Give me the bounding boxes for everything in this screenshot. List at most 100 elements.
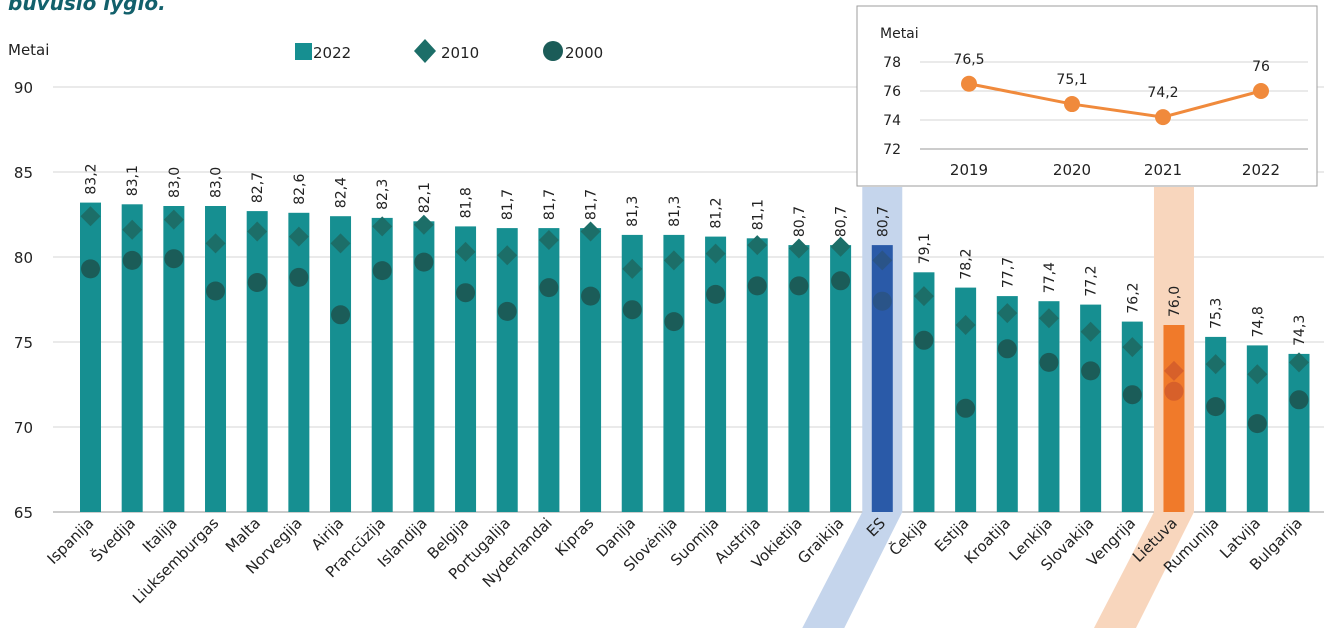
marker-2000-prancuzija [372,261,392,281]
data-label-2022: 74,3 [1292,315,1308,346]
marker-2000-svedija [122,250,142,270]
marker-2000-belgija [456,283,476,303]
legend-circle-icon [543,41,563,61]
inset-data-label: 76,5 [953,52,984,68]
marker-2000-portugalija [497,301,517,321]
marker-2000-nyderlandai [539,278,559,298]
marker-2010-vokietija [788,238,809,259]
bar-2022-liuksemburgas [205,206,227,512]
data-label-2022: 76,2 [1125,282,1141,313]
inset-data-label: 76 [1252,59,1270,75]
marker-2000-islandija [414,252,434,272]
data-label-2022: 82,1 [417,182,433,213]
marker-2000-rumunija [1206,397,1226,417]
marker-2000-suomija [706,284,726,304]
data-label-2022: 82,7 [250,172,266,203]
y-tick-label: 80 [14,249,33,267]
inset-point [1155,109,1171,126]
marker-2010-slovenija [663,250,684,271]
marker-2000-graikija [831,271,851,291]
marker-2000-liuksemburgas [206,281,226,301]
bar-2022-svedija [121,204,143,513]
x-tick-label: Kroatija [961,514,1014,567]
marker-2000-malta [247,273,267,292]
marker-2010-prancuzija [372,216,393,237]
bar-2022-lenkija [1038,301,1060,512]
marker-2000-italija [164,249,184,269]
marker-2010-kroatija [997,303,1018,324]
bar-2022-cekija [913,272,935,512]
inset-x-tick-label: 2019 [950,161,988,179]
marker-2000-slovenija [664,312,684,332]
marker-2010-lenkija [1038,308,1059,329]
marker-2010-austrija [747,235,768,256]
inset-y-tick-label: 76 [883,84,901,100]
marker-2010-portugalija [497,245,518,266]
bar-2022-islandija [413,221,435,513]
marker-2010-italija [163,209,184,230]
marker-2010-rumunija [1205,354,1226,375]
marker-2010-svedija [122,219,143,240]
marker-2010-islandija [413,214,434,235]
data-label-2022: 82,4 [334,177,350,208]
bar-2022-kroatija [996,296,1018,512]
marker-2000-danija [622,300,642,320]
data-label-2022: 83,2 [84,163,100,194]
marker-2000-kroatija [997,339,1017,359]
bar-2022-graikija [830,245,852,512]
marker-2010-estija [955,315,976,335]
inset-line-chart: 72 74 76 78 Metai 76,5 2019 75,1 2020 74,2 2021 76 2… [856,5,1318,187]
data-label-2022: 74,8 [1250,306,1266,337]
marker-2010-belgija [455,241,476,262]
y-tick-label: 90 [14,79,33,97]
bar-2022-malta [246,211,268,512]
data-label-2022: 83,1 [125,165,141,196]
data-label-2022: 82,6 [292,174,308,205]
marker-2010-es [872,250,893,271]
x-tick-label: Švedija [87,513,139,565]
y-tick-label: 70 [14,419,33,437]
marker-2000-ispanija [81,259,101,279]
data-label-2022: 83,0 [167,167,183,198]
marker-2010-norvegija [288,226,309,247]
inset-y-tick-label: 74 [883,113,901,129]
data-label-2022: 81,3 [667,196,683,227]
inset-point [1253,83,1269,99]
bar-2022-airija [330,216,352,512]
data-label-2022: 81,3 [625,196,641,227]
bar-2022-vengrija [1121,321,1143,512]
chart-title-fragment: buvusio lygio. [8,0,166,15]
data-label-2022: 80,7 [834,206,850,237]
bar-2022-suomija [705,236,727,512]
inset-y-axis-title: Metai [880,26,919,42]
marker-2000-airija [331,305,351,325]
marker-2000-lenkija [1039,352,1059,372]
y-axis-title: Metai [8,41,49,59]
y-tick-label: 65 [14,504,33,522]
legend-label-2000: 2000 [565,44,603,62]
data-label-2022: 80,7 [875,206,891,237]
marker-2010-graikija [830,236,851,257]
bar-2022-es [871,245,893,512]
marker-2010-liuksemburgas [205,233,226,254]
bar-2022-bulgarija [1288,353,1310,512]
bar-2022-austrija [746,238,768,513]
data-label-2022: 81,7 [542,189,558,220]
data-label-2022: 81,1 [750,199,766,230]
inset-x-tick-label: 2020 [1053,161,1091,179]
y-tick-label: 85 [14,164,33,182]
bar-2022-belgija [455,226,477,512]
x-tick-label: Kipras [552,514,598,560]
bar-2022-nyderlandai [538,228,560,512]
lt-highlight-band-tail [1093,512,1194,628]
marker-2010-lietuva [1163,360,1184,381]
bar-2022-italija [163,206,185,512]
bar-2022-ispanija [80,202,102,512]
marker-2000-slovakija [1081,361,1101,381]
bar-2022-lietuva [1163,325,1185,512]
marker-2010-kipras [580,221,601,242]
marker-2000-es [872,291,892,311]
bar-2022-rumunija [1205,336,1227,512]
data-label-2022: 81,2 [709,197,725,228]
